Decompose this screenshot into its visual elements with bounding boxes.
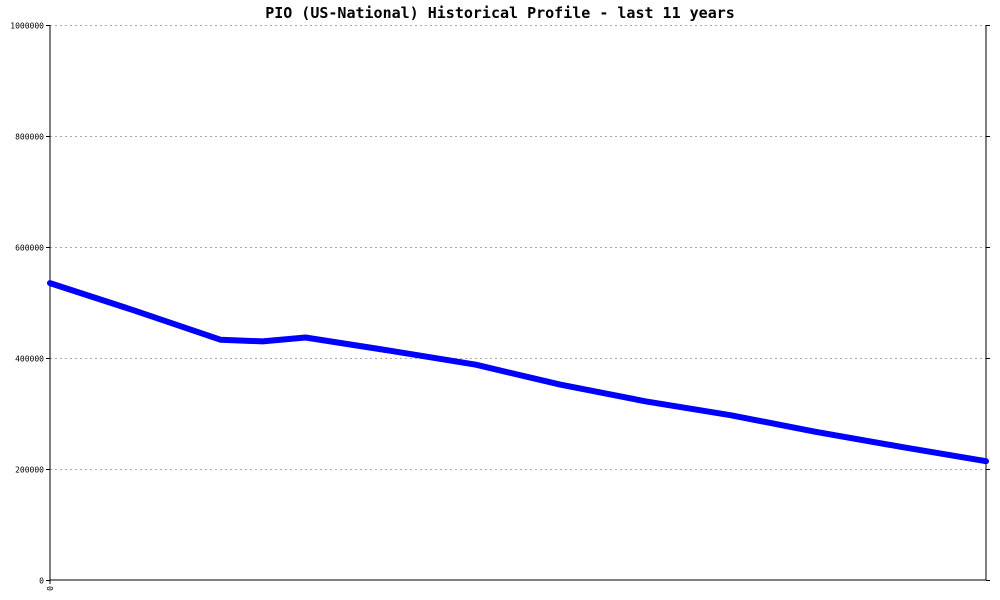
tick-labels: 0 200000 400000 600000 800000 1000000 0 bbox=[10, 22, 55, 591]
x-tick-label: 0 bbox=[46, 586, 55, 591]
y-tick-label: 1000000 bbox=[10, 22, 44, 31]
y-tick-label: 0 bbox=[39, 577, 44, 586]
grid-lines bbox=[50, 25, 986, 470]
axes bbox=[49, 25, 987, 581]
y-tick-label: 600000 bbox=[15, 244, 44, 253]
y-tick-label: 400000 bbox=[15, 355, 44, 364]
chart-title: PIO (US-National) Historical Profile - l… bbox=[265, 4, 735, 22]
y-tick-label: 200000 bbox=[15, 466, 44, 475]
y-tick-label: 800000 bbox=[15, 133, 44, 142]
series-line bbox=[47, 280, 989, 465]
tick-marks bbox=[46, 25, 990, 584]
series-layer bbox=[47, 280, 989, 465]
